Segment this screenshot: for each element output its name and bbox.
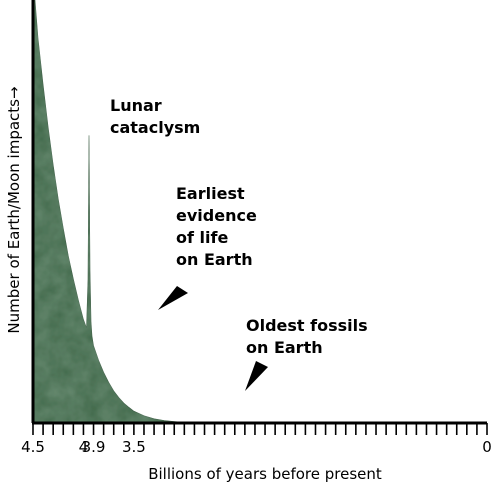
y-axis-title: Number of Earth/Moon impacts→ <box>5 86 23 333</box>
annotation-label: Lunar cataclysm <box>110 96 200 137</box>
annotation-line: on Earth <box>246 338 323 357</box>
annotation-pointers <box>158 286 268 391</box>
annotation-line: on Earth <box>176 250 253 269</box>
annotation-line: of life <box>176 228 228 247</box>
annotation-line: cataclysm <box>110 118 200 137</box>
x-axis-tick-labels: 4.5 43.9 3.5 0 <box>21 438 492 456</box>
annotation-line: Oldest fossils <box>246 316 368 335</box>
x-tick-label: 4.5 <box>21 438 45 456</box>
annotation-label: Earliest evidence of life on Earth <box>176 184 257 269</box>
annotation-pointer <box>158 286 188 310</box>
x-tick-label: 3.5 <box>122 438 146 456</box>
chart-annotations: Lunar cataclysm Earliest evidence of life on … <box>110 96 368 357</box>
annotation-line: Lunar <box>110 96 162 115</box>
annotation-pointer <box>245 361 268 391</box>
y-axis-arrow: → <box>5 86 23 99</box>
x-tick-label: 0 <box>482 438 492 456</box>
x-tick-label: 4 <box>79 438 89 456</box>
annotation-line: Earliest <box>176 184 245 203</box>
x-axis-title: Billions of years before present <box>148 465 382 483</box>
y-axis-title-text: Number of Earth/Moon impacts <box>5 99 23 334</box>
impact-curve-area <box>32 0 190 424</box>
x-tick-label: 3.9 <box>82 438 106 456</box>
x-axis-ticks <box>32 423 488 435</box>
annotation-label: Oldest fossils on Earth <box>246 316 368 357</box>
annotation-line: evidence <box>176 206 257 225</box>
